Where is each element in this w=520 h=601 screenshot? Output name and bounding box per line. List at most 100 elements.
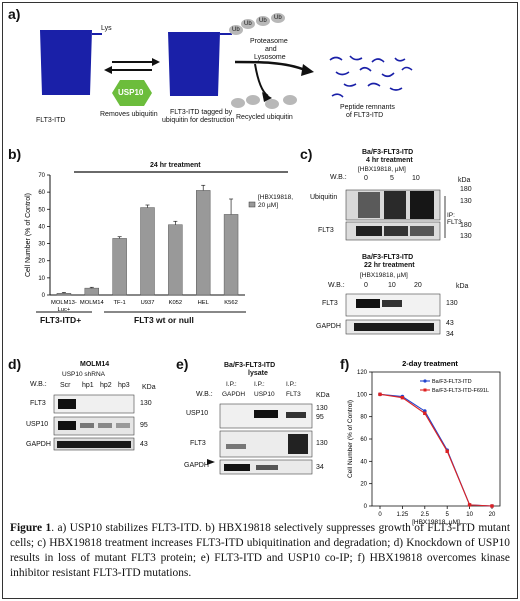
series-point <box>423 411 427 416</box>
chart-title: 2-day treatment <box>402 359 458 368</box>
bar <box>223 214 239 296</box>
y-axis-label: Cell Number (% of Control) <box>347 400 354 478</box>
d-kda: KDa <box>142 384 156 391</box>
c-dose-2: 0 <box>364 282 368 289</box>
marker-34: 34 <box>446 331 454 338</box>
marker-130: 130 <box>460 233 472 240</box>
bar <box>196 190 211 296</box>
e-title-1: Ba/F3-FLT3-ITD <box>224 362 276 369</box>
and-label: and <box>265 46 277 53</box>
x-tick-label: 0 <box>378 512 382 518</box>
d-lane: Scr <box>60 382 71 389</box>
category-label: U937 <box>141 300 155 306</box>
y-tick-label: 20 <box>360 482 367 488</box>
y-tick-label: 60 <box>38 190 45 196</box>
tagged-label-line2: ubiquitin for destruction <box>162 117 235 124</box>
x-tick-label: 10 <box>466 512 473 518</box>
proteasome-label: Proteasome <box>250 38 288 45</box>
figure-caption: Figure 1. a) USP10 stabilizes FLT3-ITD. … <box>10 521 510 582</box>
degradation-arrow-icon <box>234 60 306 72</box>
d-marker-130: 130 <box>140 400 152 407</box>
ubiquitin-chain-icon <box>229 13 285 35</box>
e-ip-label: I.P.: <box>254 381 265 388</box>
legend-label: [HBX19818, <box>258 194 294 201</box>
d-title: MOLM14 <box>80 361 110 368</box>
bar <box>84 287 99 296</box>
c-kda-2: kDa <box>456 283 469 290</box>
ip-label: IP: <box>447 212 455 219</box>
x-tick-label: 20 <box>489 512 496 518</box>
bar <box>56 293 72 296</box>
y-tick-label: 0 <box>42 293 46 299</box>
panel-label-f: f) <box>340 356 350 372</box>
c-dose-2: 20 <box>414 282 422 289</box>
x-tick-label: 5 <box>446 512 450 518</box>
panel-label-c: c) <box>300 146 313 162</box>
series-point <box>490 504 494 508</box>
category-label: K052 <box>169 300 183 306</box>
c-dose: 0 <box>364 175 368 182</box>
y-tick-label: 0 <box>364 504 368 510</box>
removes-ubiquitin-label: Removes ubiquitin <box>100 111 158 118</box>
e-marker-34: 34 <box>316 464 324 471</box>
e-marker-95: 95 <box>316 414 324 421</box>
y-tick-label: 50 <box>38 207 45 213</box>
gapdh-row-label: GAPDH <box>316 323 341 330</box>
d-row-flt3: FLT3 <box>30 400 46 407</box>
c-title-1: Ba/F3-FLT3-ITD <box>362 149 414 156</box>
legend-label: Ba/F3-FLT3-ITD <box>432 379 472 385</box>
d-row-usp10: USP10 <box>26 421 49 428</box>
series-point <box>445 449 449 453</box>
legend-marker <box>423 379 427 383</box>
panel-label-a: a) <box>8 6 21 22</box>
lys-label: Lys <box>101 25 112 32</box>
line-chart-f: 0 20 40 60 80 100 120 0 1.25 2.5 5 10 20 [HBX19818, µ… <box>347 359 501 526</box>
treatment-label: 24 hr treatment <box>150 162 201 169</box>
marker-130: 130 <box>460 198 472 205</box>
bar <box>168 224 183 296</box>
y-tick-label: 40 <box>38 224 45 230</box>
usp10-hexagon-icon <box>112 80 152 106</box>
shrna-label: USP10 shRNA <box>62 371 105 378</box>
y-tick-label: 120 <box>357 370 368 376</box>
e-lane: FLT3 <box>286 391 301 398</box>
y-tick-label: 100 <box>357 392 368 398</box>
c-kda: kDa <box>458 177 471 184</box>
y-tick-label: 80 <box>360 415 367 421</box>
c-conc-label: [HBX19818, µM] <box>358 166 406 173</box>
peptide-remnants-label: Peptide remnants <box>340 104 395 111</box>
y-tick-label: 10 <box>38 276 45 282</box>
marker-130: 130 <box>446 300 458 307</box>
ub-label: Ub <box>232 27 240 33</box>
recycled-ubiquitin-label: Recycled ubiquitin <box>236 114 293 121</box>
category-label: MOLM14 <box>80 300 105 306</box>
series-line <box>379 393 493 507</box>
flt3-tagged-glyph <box>168 32 220 96</box>
caption-text: . a) USP10 stabilizes FLT3-ITD. b) HBX19… <box>10 522 510 580</box>
c-wb-label: W.B.: <box>330 174 347 181</box>
d-lane: hp1 <box>82 382 94 389</box>
d-lane: hp3 <box>118 382 130 389</box>
c-title-3: Ba/F3-FLT3-ITD <box>362 254 414 261</box>
recycle-arrow-icon <box>254 63 269 97</box>
group-label-wt: FLT3 wt or null <box>134 315 194 325</box>
c-title-2: 4 hr treatment <box>366 157 413 164</box>
y-tick-label: 70 <box>38 173 45 179</box>
caption-prefix: Figure 1 <box>10 522 52 534</box>
series-point <box>467 503 472 507</box>
e-wb-label: W.B.: <box>196 391 213 398</box>
e-ip-label: I.P.: <box>226 381 237 388</box>
c-dose-2: 10 <box>388 282 396 289</box>
marker-180: 180 <box>460 222 472 229</box>
d-lane: hp2 <box>100 382 112 389</box>
flt3-row-label: FLT3 <box>318 227 334 234</box>
bar <box>112 238 127 296</box>
usp10-label: USP10 <box>118 88 144 97</box>
panel-label-b: b) <box>8 146 22 162</box>
panel-label-d: d) <box>8 356 22 372</box>
d-marker-43: 43 <box>140 441 148 448</box>
flt3-itd-label: FLT3-ITD <box>36 117 66 124</box>
peptide-remnants-label-2: of FLT3-ITD <box>346 112 384 119</box>
d-marker-95: 95 <box>140 422 148 429</box>
e-row-gapdh: GAPDH <box>184 462 209 469</box>
